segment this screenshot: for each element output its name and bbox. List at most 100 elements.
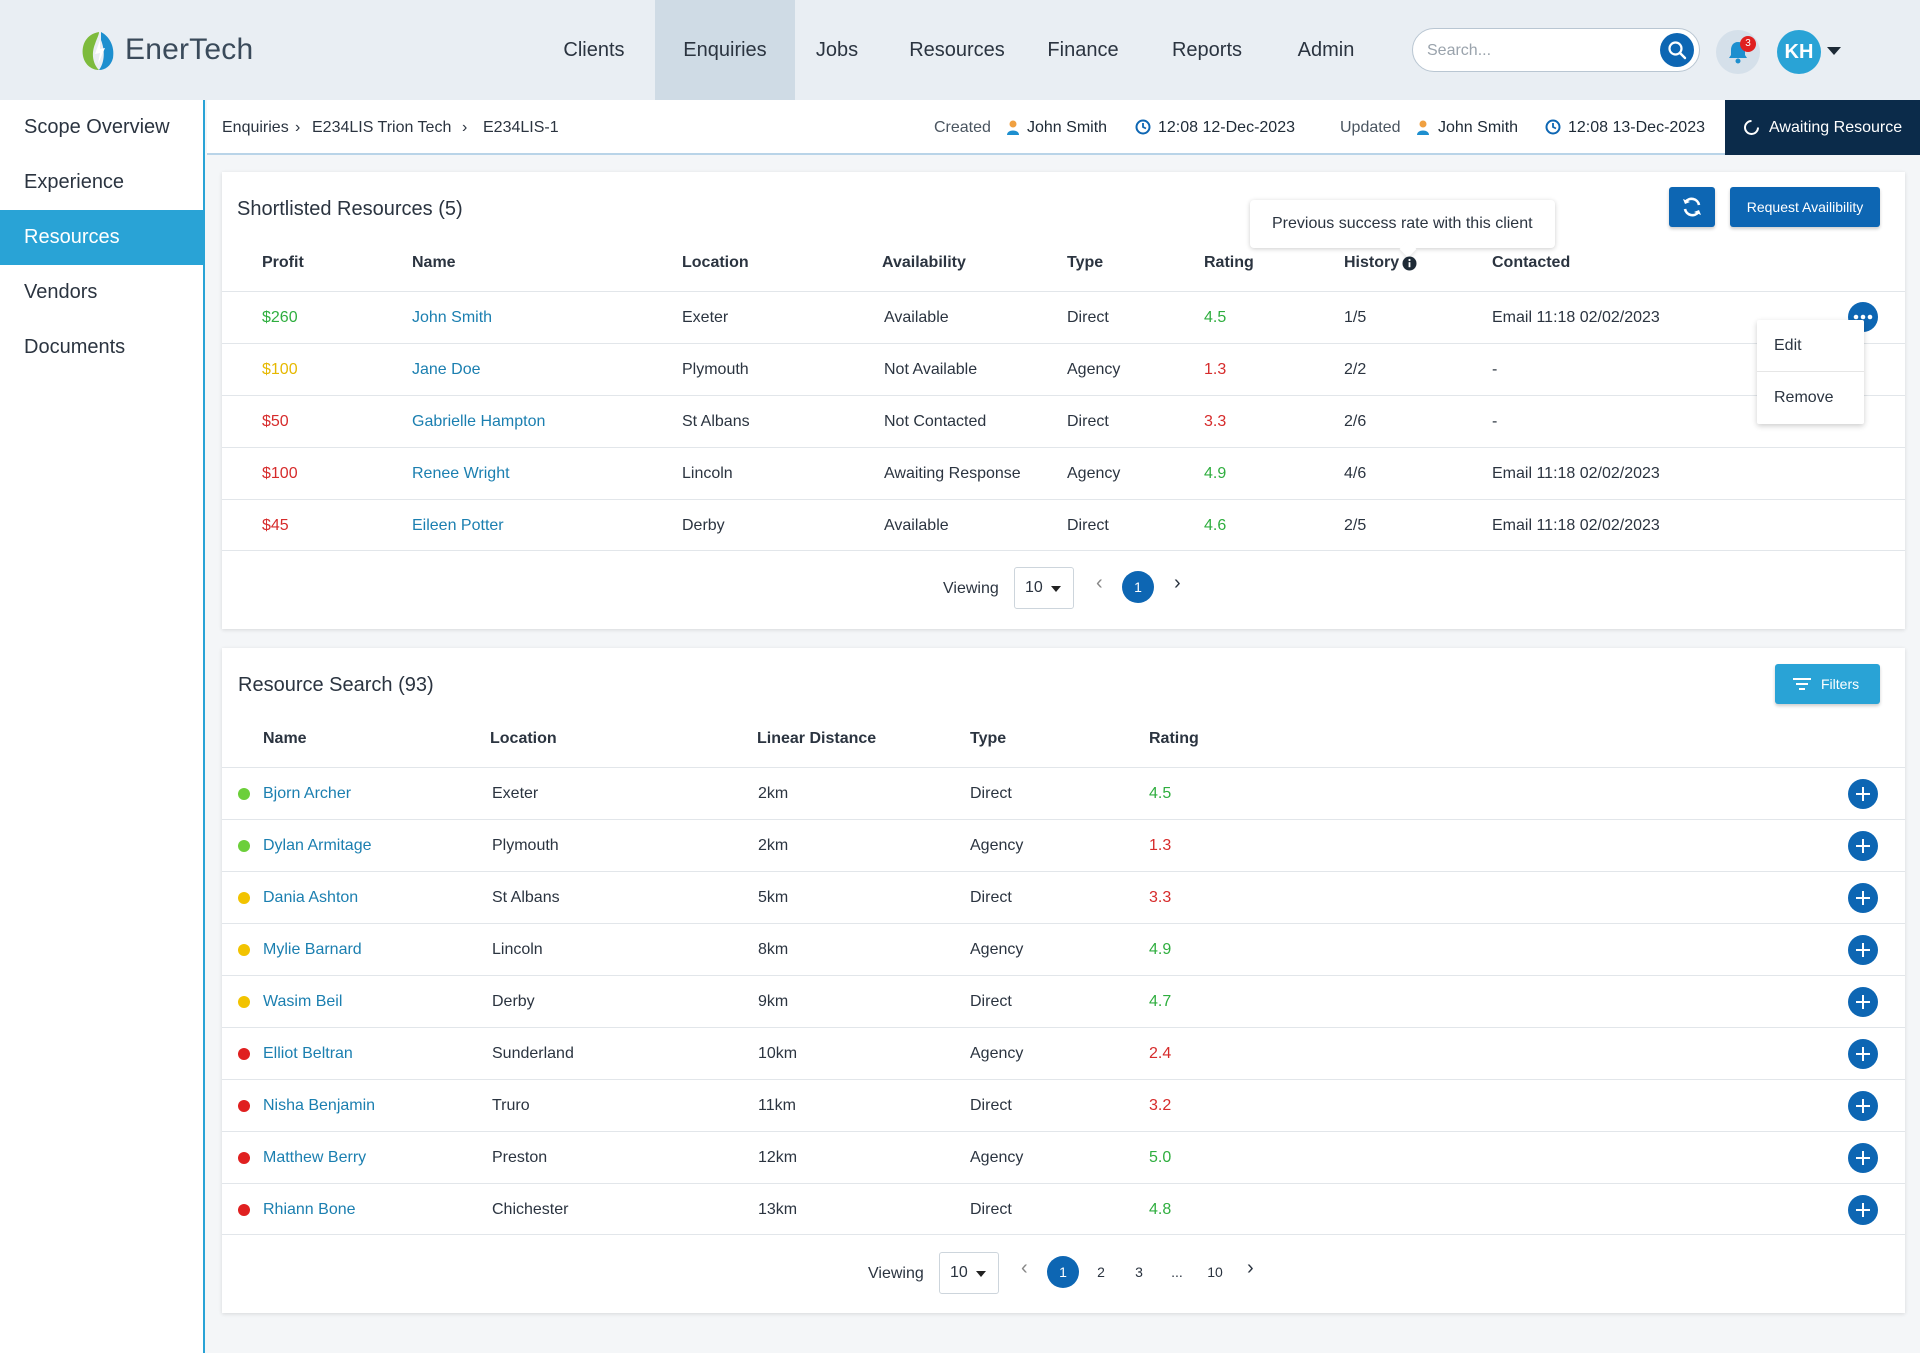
history-value: 4/6 — [1344, 465, 1367, 482]
resource-name-link[interactable]: Elliot Beltran — [263, 1045, 353, 1062]
search-input[interactable] — [1427, 39, 1647, 63]
rating-value: 3.2 — [1149, 1097, 1172, 1114]
page-number[interactable]: 2 — [1097, 1264, 1105, 1280]
resource-name-link[interactable]: Bjorn Archer — [263, 785, 352, 802]
search-button[interactable] — [1660, 33, 1694, 67]
add-resource-button[interactable] — [1848, 1039, 1878, 1069]
column-header-rating[interactable]: Rating — [1149, 730, 1199, 747]
app-logo[interactable]: EnerTech — [79, 28, 253, 72]
add-resource-button[interactable] — [1848, 779, 1878, 809]
table-row[interactable]: $100 Jane Doe Plymouth Not Available Age… — [222, 343, 1905, 395]
column-header-name[interactable]: Name — [263, 730, 307, 747]
nav-admin[interactable]: Admin — [1297, 39, 1355, 61]
resource-name-link[interactable]: Dania Ashton — [263, 889, 359, 906]
table-row[interactable]: $100 Renee Wright Lincoln Awaiting Respo… — [222, 447, 1905, 499]
resource-name-link[interactable]: Matthew Berry — [263, 1149, 367, 1166]
add-resource-button[interactable] — [1848, 935, 1878, 965]
resource-name-link[interactable]: Eileen Potter — [412, 517, 504, 534]
notifications-button[interactable]: 3 — [1716, 30, 1760, 74]
request-availability-button[interactable]: Request Availibility — [1730, 187, 1880, 227]
page-number[interactable]: 10 — [1207, 1264, 1223, 1280]
column-header-type[interactable]: Type — [970, 730, 1007, 747]
page-size-select[interactable]: 10 — [939, 1252, 999, 1294]
column-header-linear-distance[interactable]: Linear Distance — [757, 730, 877, 747]
column-header-name[interactable]: Name — [412, 254, 456, 271]
resource-name-link[interactable]: Mylie Barnard — [263, 941, 362, 958]
refresh-button[interactable] — [1669, 187, 1715, 227]
column-header-rating[interactable]: Rating — [1204, 254, 1254, 271]
page-number[interactable]: 1 — [1122, 571, 1154, 603]
resource-name-link[interactable]: Renee Wright — [412, 465, 510, 482]
table-row[interactable]: $45 Eileen Potter Derby Available Direct… — [222, 499, 1905, 551]
breadcrumb-enquiries[interactable]: Enquiries — [222, 119, 289, 136]
sidebar-item-documents[interactable]: Documents — [24, 336, 126, 358]
table-row[interactable]: Bjorn Archer Exeter 2km Direct 4.5 — [222, 767, 1905, 819]
type-value: Direct — [1067, 517, 1109, 534]
availability-value: Awaiting Response — [884, 465, 1021, 482]
column-header-history[interactable]: History — [1344, 254, 1400, 271]
resource-name-link[interactable]: Dylan Armitage — [263, 837, 372, 854]
status-badge: Awaiting Resource — [1725, 100, 1920, 155]
add-resource-button[interactable] — [1848, 1195, 1878, 1225]
page-ellipsis: ... — [1171, 1264, 1183, 1280]
add-resource-button[interactable] — [1848, 831, 1878, 861]
column-header-location[interactable]: Location — [490, 730, 557, 747]
resource-name-link[interactable]: Jane Doe — [412, 361, 481, 378]
resource-name-link[interactable]: Rhiann Bone — [263, 1201, 356, 1218]
table-row[interactable]: Mylie Barnard Lincoln 8km Agency 4.9 — [222, 923, 1905, 975]
availability-value: Not Available — [884, 361, 978, 378]
column-header-availability[interactable]: Availability — [882, 254, 966, 271]
nav-resources[interactable]: Resources — [909, 39, 1005, 61]
profit-value: $45 — [262, 517, 289, 534]
add-resource-button[interactable] — [1848, 883, 1878, 913]
page-number[interactable]: 1 — [1047, 1256, 1079, 1288]
page-number[interactable]: 3 — [1135, 1264, 1143, 1280]
page-size-select[interactable]: 10 — [1014, 567, 1074, 609]
column-header-location[interactable]: Location — [682, 254, 749, 271]
resource-name-link[interactable]: John Smith — [412, 309, 493, 326]
table-row[interactable]: Dania Ashton St Albans 5km Direct 3.3 — [222, 871, 1905, 923]
prev-page-icon[interactable]: ‹ — [1096, 572, 1103, 594]
type-value: Direct — [970, 889, 1012, 906]
next-page-icon[interactable]: › — [1174, 572, 1181, 594]
column-header-type[interactable]: Type — [1067, 254, 1104, 271]
column-header-contacted[interactable]: Contacted — [1492, 254, 1571, 271]
table-row[interactable]: Matthew Berry Preston 12km Agency 5.0 — [222, 1131, 1905, 1183]
location-value: Exeter — [682, 309, 729, 326]
add-resource-button[interactable] — [1848, 1091, 1878, 1121]
table-row[interactable]: Rhiann Bone Chichester 13km Direct 4.8 — [222, 1183, 1905, 1235]
resource-name-link[interactable]: Nisha Benjamin — [263, 1097, 376, 1114]
filters-button[interactable]: Filters — [1775, 664, 1880, 704]
table-row[interactable]: Dylan Armitage Plymouth 2km Agency 1.3 — [222, 819, 1905, 871]
type-value: Direct — [1067, 309, 1109, 326]
plus-icon — [1856, 839, 1870, 853]
person-icon — [1417, 120, 1429, 135]
user-avatar[interactable]: KH — [1777, 30, 1821, 74]
table-row[interactable]: $50 Gabrielle Hampton St Albans Not Cont… — [222, 395, 1905, 447]
nav-jobs[interactable]: Jobs — [815, 39, 859, 61]
breadcrumb-enquiry[interactable]: E234LIS Trion Tech — [312, 119, 452, 136]
table-row[interactable]: $260 John Smith Exeter Available Direct … — [222, 291, 1905, 343]
nav-finance[interactable]: Finance — [1047, 39, 1119, 61]
column-header-profit[interactable]: Profit — [262, 254, 304, 271]
table-row[interactable]: Nisha Benjamin Truro 11km Direct 3.2 — [222, 1079, 1905, 1131]
add-resource-button[interactable] — [1848, 987, 1878, 1017]
nav-reports[interactable]: Reports — [1171, 39, 1243, 61]
table-row[interactable]: Elliot Beltran Sunderland 10km Agency 2.… — [222, 1027, 1905, 1079]
menu-item-edit[interactable]: Edit — [1757, 320, 1864, 372]
sidebar-item-resources[interactable]: Resources — [0, 210, 205, 265]
nav-clients[interactable]: Clients — [563, 39, 625, 61]
user-menu-caret-icon[interactable] — [1827, 47, 1841, 55]
menu-item-remove[interactable]: Remove — [1774, 389, 1834, 406]
add-resource-button[interactable] — [1848, 1143, 1878, 1173]
sidebar-item-vendors[interactable]: Vendors — [24, 281, 98, 303]
next-page-icon[interactable]: › — [1247, 1257, 1254, 1279]
sidebar-item-experience[interactable]: Experience — [24, 171, 125, 193]
sidebar-item-scope-overview[interactable]: Scope Overview — [24, 116, 170, 138]
resource-name-link[interactable]: Gabrielle Hampton — [412, 413, 546, 430]
nav-enquiries[interactable]: Enquiries — [655, 0, 795, 100]
table-row[interactable]: Wasim Beil Derby 9km Direct 4.7 — [222, 975, 1905, 1027]
info-icon[interactable] — [1402, 256, 1417, 271]
prev-page-icon[interactable]: ‹ — [1021, 1257, 1028, 1279]
resource-name-link[interactable]: Wasim Beil — [263, 993, 343, 1010]
